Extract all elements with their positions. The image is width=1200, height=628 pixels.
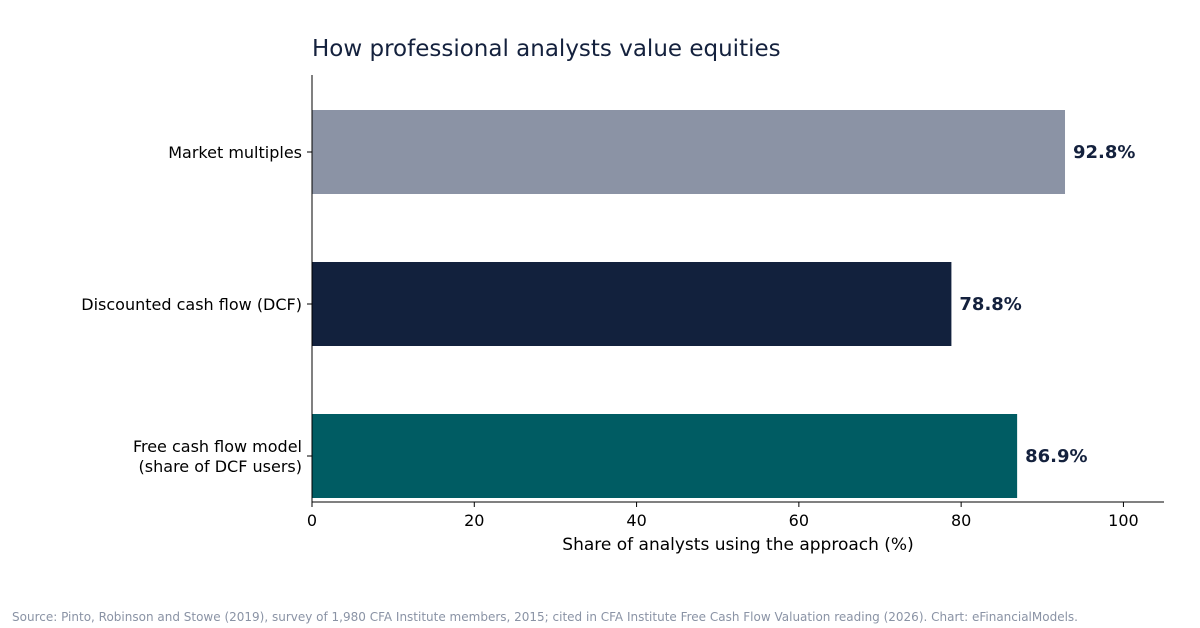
category-label-3: Free cash flow model (share of DCF users) <box>133 437 302 476</box>
value-label-1: 92.8% <box>1073 142 1135 163</box>
x-tick-label-100: 100 <box>1108 511 1139 530</box>
chart-title: How professional analysts value equities <box>312 36 781 62</box>
category-label-2: Discounted cash flow (DCF) <box>81 295 302 314</box>
bar-2 <box>312 262 952 346</box>
x-tick-label-40: 40 <box>626 511 646 530</box>
x-tick-label-80: 80 <box>951 511 971 530</box>
value-label-2: 78.8% <box>959 294 1021 315</box>
x-axis-title: Share of analysts using the approach (%) <box>562 535 913 555</box>
x-tick-label-60: 60 <box>789 511 809 530</box>
x-tick-label-0: 0 <box>307 511 317 530</box>
bar-3 <box>312 414 1018 498</box>
value-label-3: 86.9% <box>1025 446 1087 467</box>
x-tick-label-20: 20 <box>464 511 484 530</box>
axes-layer: Market multiples Discounted cash flow (DC… <box>81 75 1164 530</box>
bars-layer: 92.8% 78.8% 86.9% <box>312 110 1135 498</box>
category-label-1: Market multiples <box>168 143 302 162</box>
source-note: Source: Pinto, Robinson and Stowe (2019)… <box>12 610 1078 624</box>
bar-1 <box>312 110 1066 194</box>
